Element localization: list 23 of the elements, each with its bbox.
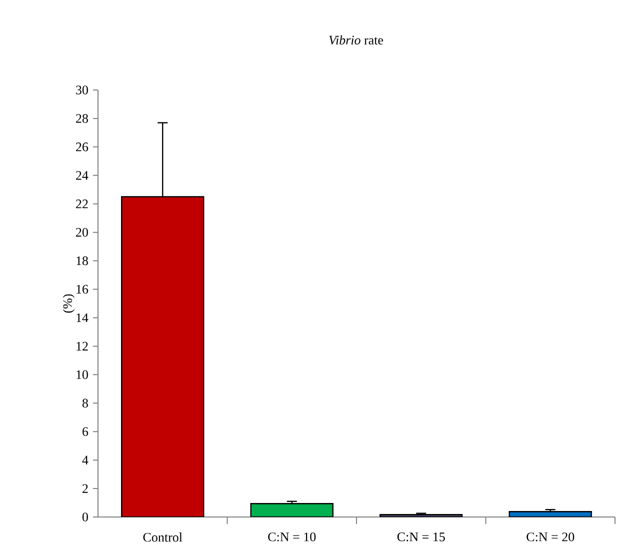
x-tick-label: Control — [143, 532, 182, 542]
y-tick-label: 28 — [76, 114, 88, 123]
y-tick-label: 12 — [76, 342, 88, 351]
bar — [380, 514, 463, 517]
y-tick-label: 26 — [76, 142, 88, 152]
x-tick-label: C:N = 10 — [268, 532, 316, 542]
y-tick-label: 24 — [76, 171, 88, 180]
x-tick-label: C:N = 20 — [526, 532, 574, 542]
y-tick-label: 8 — [82, 398, 88, 408]
y-tick-label: 6 — [82, 427, 88, 436]
y-tick-label: 10 — [76, 370, 88, 380]
y-tick-label: 22 — [76, 200, 88, 208]
y-tick-label: 0 — [82, 512, 88, 522]
y-axis-title: (%) — [62, 294, 75, 313]
y-tick-label: 18 — [76, 256, 88, 266]
x-tick-label: C:N = 15 — [397, 532, 445, 542]
chart-title: Vibrio rate — [329, 35, 384, 45]
y-tick-label: 4 — [82, 456, 88, 464]
y-tick-label: 14 — [76, 313, 88, 322]
y-tick-label: 16 — [76, 284, 88, 294]
y-tick-label: 2 — [82, 484, 88, 493]
y-tick-label: 20 — [76, 228, 88, 237]
y-tick-label: 30 — [76, 86, 88, 94]
